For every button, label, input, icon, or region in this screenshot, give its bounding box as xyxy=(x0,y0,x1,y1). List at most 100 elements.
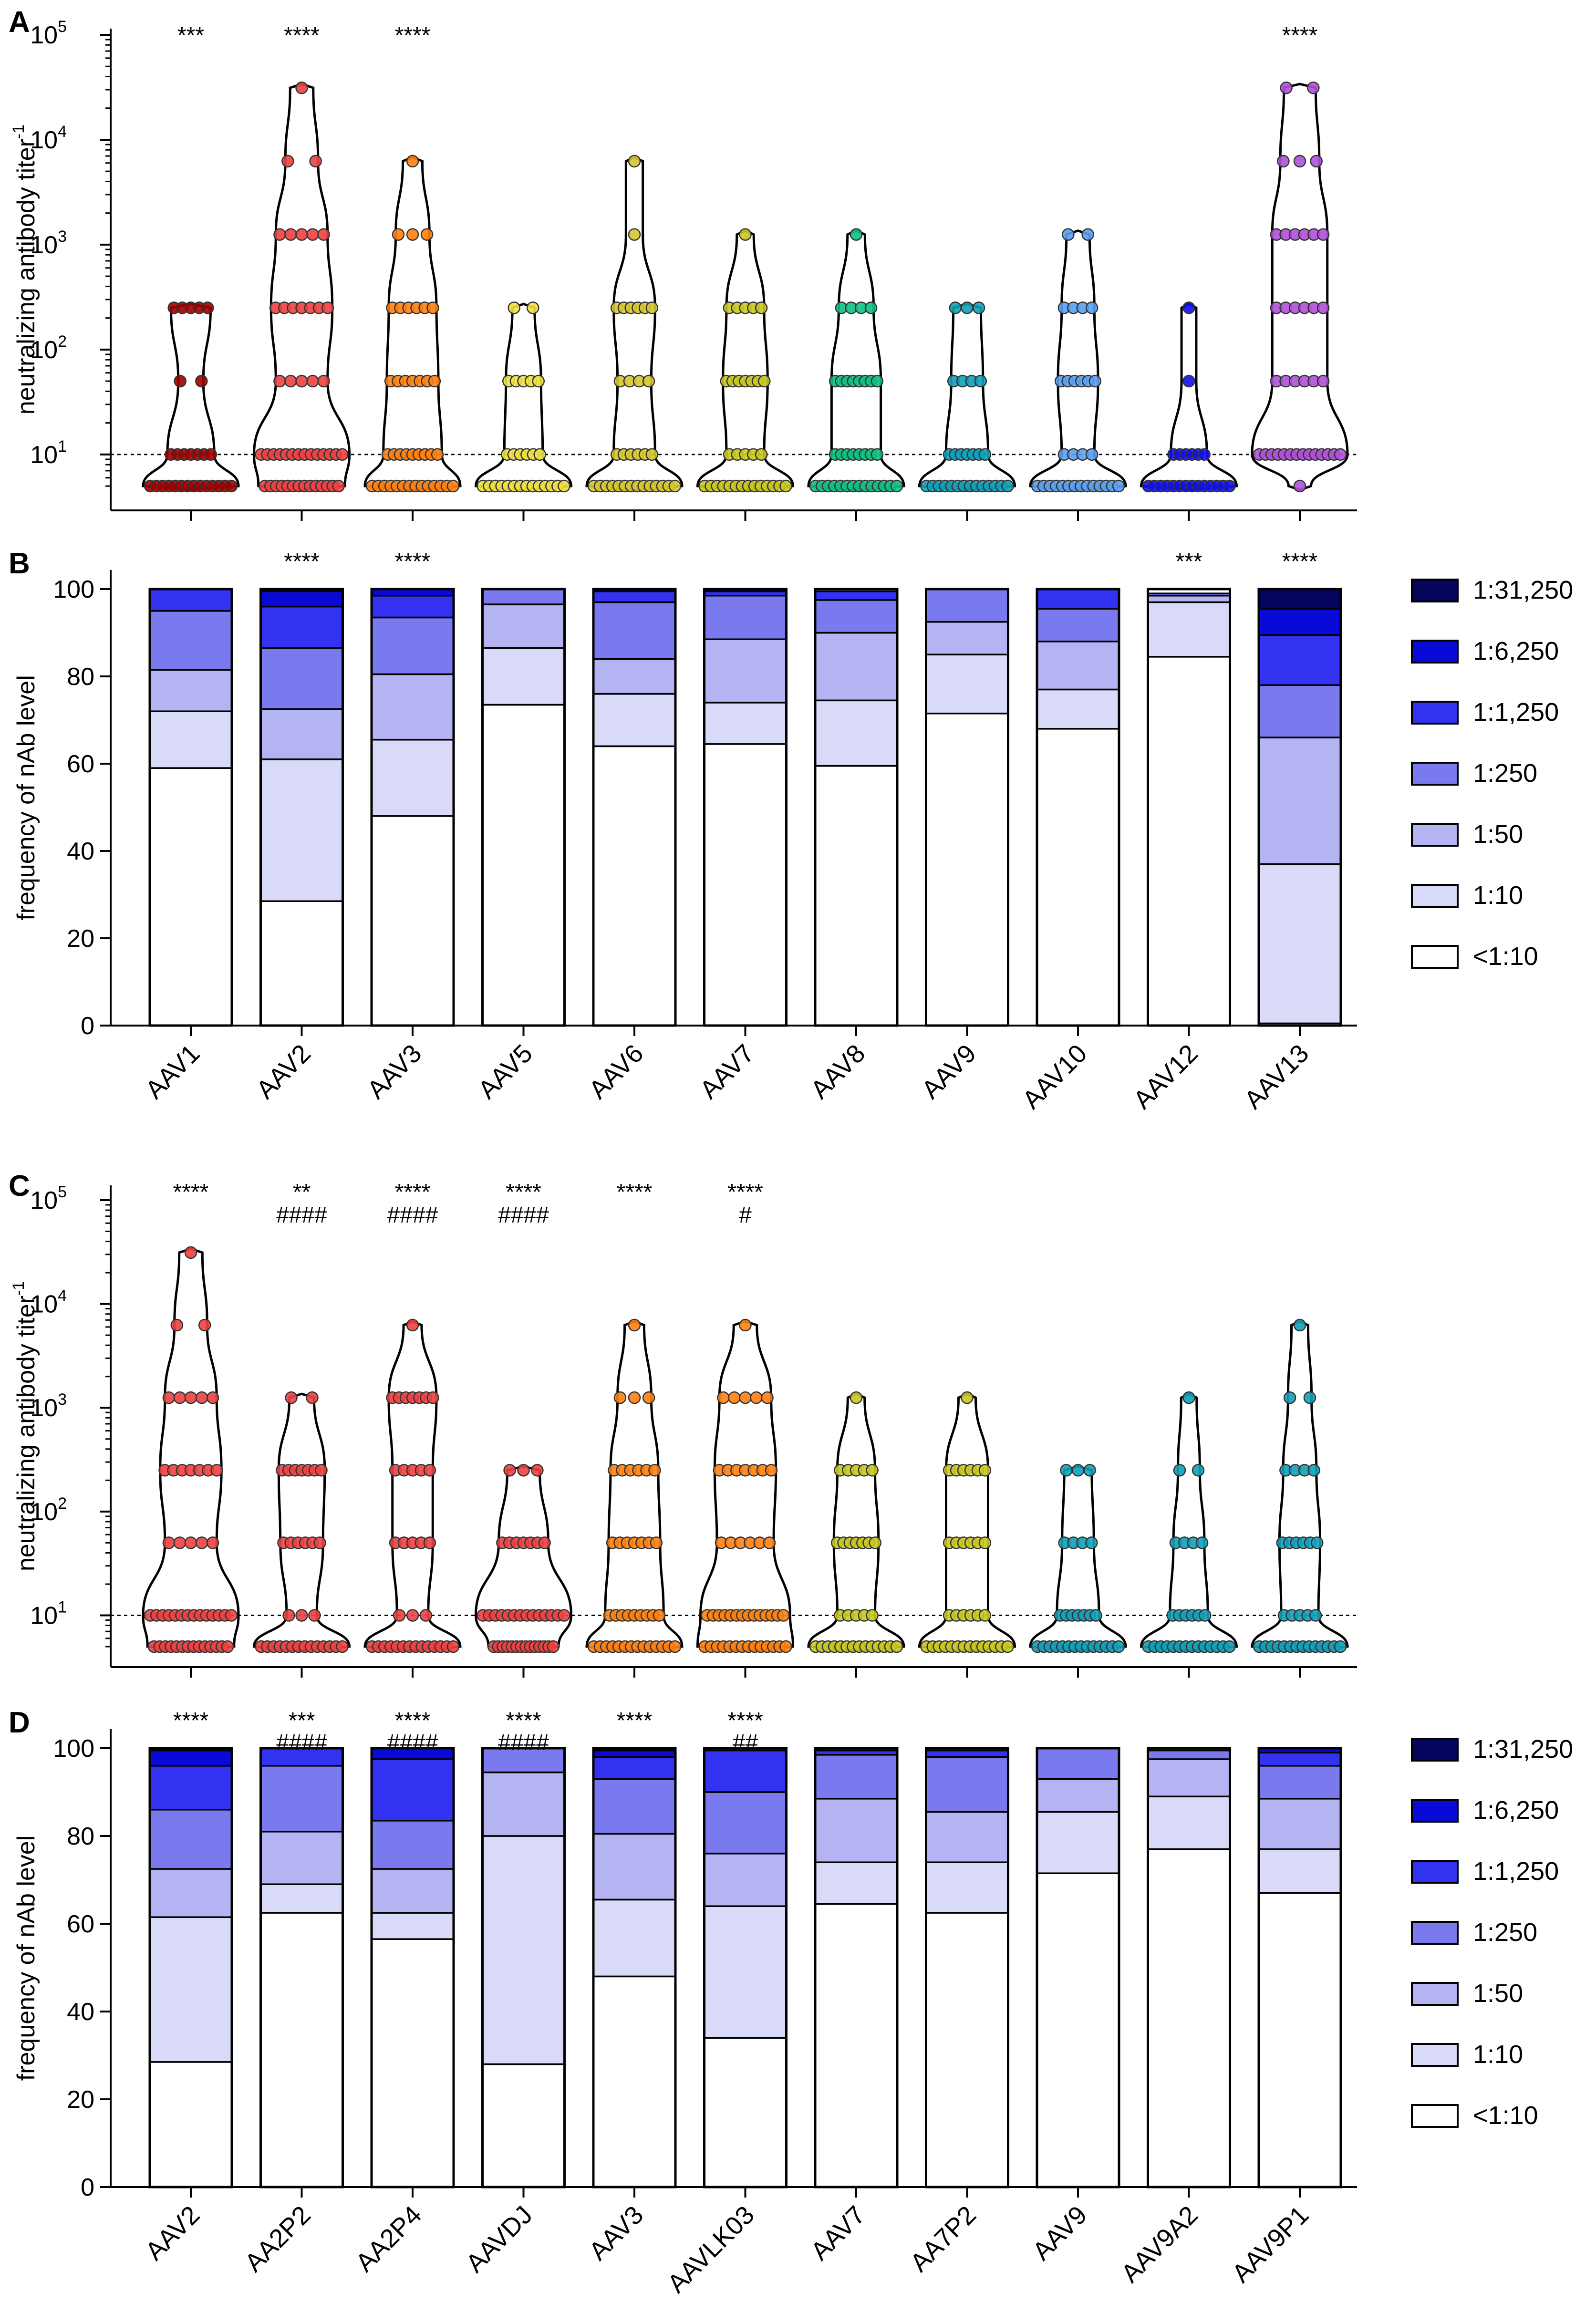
y-tick-label: 40 xyxy=(67,838,94,865)
violin-group-AAV9A2 xyxy=(1140,1391,1238,1678)
bar-segment-1:50 xyxy=(1036,641,1120,691)
data-point xyxy=(949,301,962,314)
data-point xyxy=(1085,1536,1098,1549)
violin-outline xyxy=(474,1465,573,1652)
data-point xyxy=(206,1391,219,1404)
bar-AAV13: AAV13 **** xyxy=(1239,549,1342,1115)
legend-item: 1:31,250 xyxy=(1411,576,1573,604)
data-point xyxy=(1085,301,1099,314)
legend-item: 1:10 xyxy=(1411,881,1523,910)
data-point xyxy=(431,448,444,461)
bar-segment-1:250 xyxy=(371,1820,455,1870)
data-point xyxy=(295,228,308,241)
data-point xyxy=(315,1464,328,1477)
data-point xyxy=(531,1464,544,1477)
data-point xyxy=(547,1640,560,1653)
data-point xyxy=(978,1609,992,1622)
bar-segment-1:10 xyxy=(149,710,233,769)
significance-marker: **** xyxy=(395,1180,431,1205)
bar-AA2P2: AA2P2 ***#### xyxy=(239,1708,344,2277)
data-point xyxy=(295,374,308,388)
bar-segment-1:50 xyxy=(592,658,676,695)
data-point xyxy=(613,1391,627,1404)
bar-segment-1:250 xyxy=(925,1756,1009,1813)
legend-swatch xyxy=(1411,640,1459,664)
x-tick-label: AAV13 xyxy=(1239,1039,1314,1114)
y-axis-label: frequency of nAb level xyxy=(12,675,40,921)
bar-AAV3: AAV3 **** xyxy=(362,549,455,1104)
bar-segment-1:1,250 xyxy=(149,1765,233,1811)
significance-marker: *** xyxy=(288,1708,315,1733)
legend-label: 1:31,250 xyxy=(1473,576,1573,604)
bar-segment-<1:10 xyxy=(1258,1892,1342,2188)
data-point xyxy=(755,448,768,461)
data-point xyxy=(1112,479,1125,493)
bar-AAV6: AAV6 xyxy=(583,588,677,1104)
bar-AAV9: AAV9 xyxy=(916,588,1009,1104)
x-tick-label: AAV2 xyxy=(251,1039,316,1104)
x-tick-label: AAVDJ xyxy=(460,2200,538,2278)
data-point xyxy=(295,1609,308,1622)
bar-AAVLK03: AAVLK03 ****## xyxy=(662,1708,788,2298)
bar-segment-1:6,250 xyxy=(592,1749,676,1758)
legend-swatch xyxy=(1411,1982,1459,2006)
data-point xyxy=(1071,1464,1085,1477)
data-point xyxy=(1088,374,1101,388)
bar-segment-1:10 xyxy=(1036,1811,1120,1874)
y-axis-label: frequency of nAb level xyxy=(12,1836,40,2081)
legend-label: <1:10 xyxy=(1473,2101,1538,2130)
data-point xyxy=(1182,374,1195,388)
significance-marker: **** xyxy=(1282,549,1318,574)
x-tick-label: AAV1 xyxy=(140,1039,205,1104)
x-tick-label: AAV9 xyxy=(1027,2200,1092,2266)
significance-marker: **** xyxy=(173,1180,209,1205)
data-point xyxy=(184,1246,197,1259)
data-point xyxy=(628,155,641,168)
violin-group-AAV3: **** xyxy=(363,23,462,521)
data-point xyxy=(406,1318,419,1332)
bar-segment-1:50 xyxy=(481,603,566,649)
bar-segment-1:50 xyxy=(481,1771,566,1837)
data-point xyxy=(765,1464,778,1477)
bar-AAV7: AAV7 xyxy=(805,1747,899,2266)
bar-segment-1:250 xyxy=(259,1765,344,1833)
bar-segment-<1:10 xyxy=(814,765,898,1027)
legend-item: 1:6,250 xyxy=(1411,637,1559,665)
data-point xyxy=(890,1640,903,1653)
data-point xyxy=(184,1391,197,1404)
significance-marker: **** xyxy=(506,1180,541,1205)
bar-segment-1:10 xyxy=(814,1861,898,1905)
legend-label: 1:250 xyxy=(1473,759,1537,788)
data-point xyxy=(972,301,985,314)
data-point xyxy=(978,448,992,461)
data-point xyxy=(195,1536,208,1549)
significance-marker: #### xyxy=(498,1730,549,1755)
data-point xyxy=(642,1391,655,1404)
data-point xyxy=(758,374,771,388)
bar-segment-1:50 xyxy=(814,1798,898,1863)
bar-segment-1:1,250 xyxy=(371,1758,455,1822)
significance-marker: **** xyxy=(173,1708,209,1733)
bar-segment-1:250 xyxy=(371,616,455,675)
data-point xyxy=(295,81,308,94)
significance-marker: **** xyxy=(617,1708,653,1733)
bar-segment-1:1,250 xyxy=(1036,588,1120,610)
data-point xyxy=(184,1536,197,1549)
x-tick-label: AAV7 xyxy=(694,1039,760,1104)
data-point xyxy=(1293,479,1306,493)
y-tick-label-exp: 1 xyxy=(58,1598,67,1616)
y-tick-label: 100 xyxy=(53,1735,94,1763)
legend-item: <1:10 xyxy=(1411,2101,1538,2130)
significance-marker: **** xyxy=(727,1180,763,1205)
data-point xyxy=(1277,155,1290,168)
data-point xyxy=(332,479,345,493)
bar-segment-1:250 xyxy=(1258,1765,1342,1800)
data-point xyxy=(336,448,349,461)
data-point xyxy=(173,1391,187,1404)
data-point xyxy=(864,301,878,314)
data-point xyxy=(282,1609,295,1622)
bar-segment-1:10 xyxy=(592,693,676,747)
data-point xyxy=(1001,1640,1014,1653)
data-point xyxy=(1089,1609,1102,1622)
data-point xyxy=(871,448,884,461)
